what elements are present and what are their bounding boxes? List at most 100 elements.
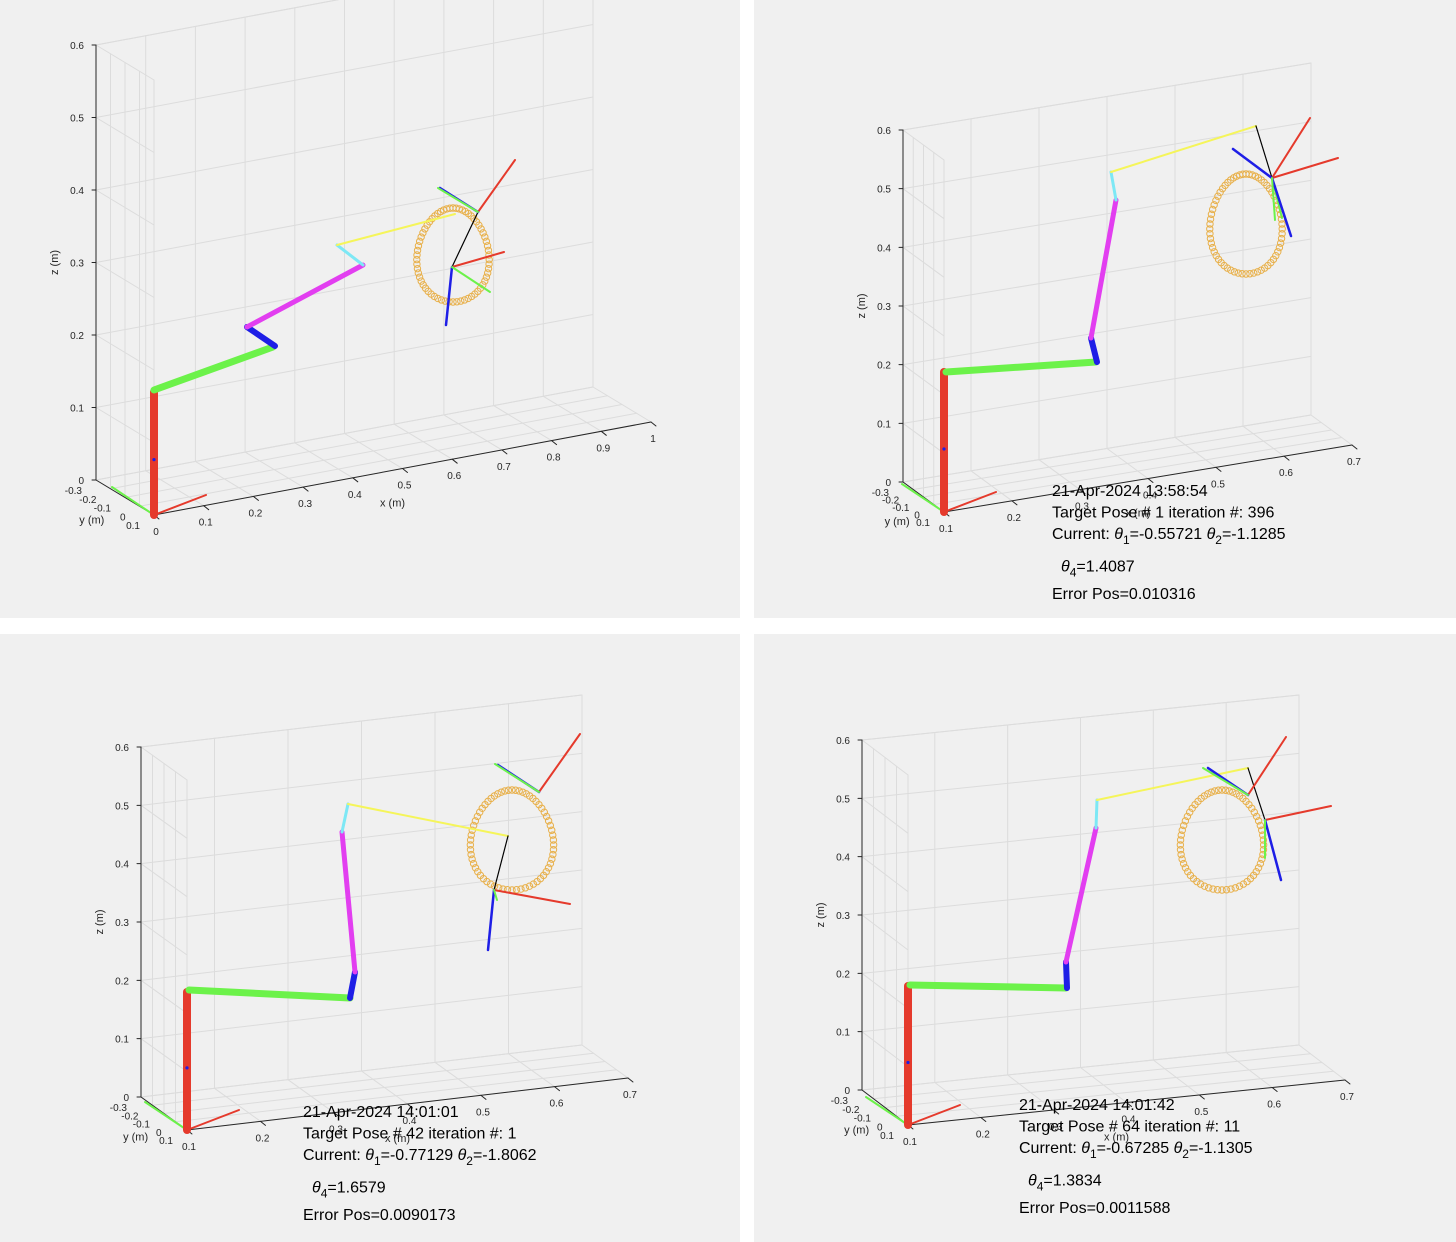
target-point [474,868,482,876]
target-point [1207,210,1216,218]
z-tick-label: 0.5 [70,114,84,125]
x-tick-label: 0.6 [447,471,461,482]
target-point [484,246,493,255]
target-point [466,836,475,844]
annotation-target-pose: Target Pose # 1 iteration #: 396 [1052,505,1274,522]
target-point [1214,192,1222,200]
frame-y-axis [493,889,498,901]
z-tick-label: 0.4 [115,860,129,871]
theta-4-value: =1.3834 [1043,1172,1101,1189]
z-tick-label: 0.6 [70,41,84,52]
theta-1-value: =-0.55721 [1130,526,1203,543]
x-tick-mark [551,440,558,446]
theta-4-symbol: θ [1028,1172,1037,1189]
frame-z-axis [444,265,454,327]
target-point [466,846,475,854]
target-point [1181,864,1190,872]
z-tick-label: 0.6 [877,126,891,137]
target-point [1246,270,1254,278]
x-tick-label: 0.1 [939,524,953,535]
link-wrist [1109,170,1118,202]
y-tick-label: -0.1 [94,504,112,515]
theta-2-subscript: 2 [1182,1147,1189,1161]
target-point [1243,877,1251,886]
x-tick-mark [1283,455,1290,461]
target-point [525,882,534,890]
link-end [1110,125,1257,173]
x-tick-label: 0.3 [1075,502,1089,513]
target-point [1227,885,1235,893]
target-point [1252,812,1261,821]
target-point [1256,821,1265,830]
link-elbow [1063,959,1070,991]
target-point [414,269,423,277]
theta-4-symbol: θ [312,1179,321,1196]
target-point [413,255,421,264]
base-frame-y-axis [901,483,945,513]
frame-x-axis [477,159,516,213]
target-point [1176,836,1185,844]
x-tick-mark [1198,1094,1205,1100]
x-tick-label: 0.7 [1340,1092,1354,1103]
gridline-y-floor [110,395,608,490]
x-tick-mark [1215,466,1222,472]
target-point [1277,234,1286,243]
target-point [519,788,527,796]
gridline-y-floor [95,386,594,481]
target-point [1278,230,1286,238]
x-tick-label: 0.5 [476,1107,490,1118]
x-tick-mark [333,1112,340,1118]
target-point [512,886,521,894]
y-tick-label: -0.3 [872,488,890,499]
link-forearm [339,829,358,975]
target-point [549,846,558,854]
z-tick-label: 0.6 [115,743,129,754]
target-point [1206,234,1215,243]
target-point [1234,269,1242,277]
target-point [486,880,495,888]
z-tick-label: 0.5 [115,801,129,812]
x-tick-mark [650,421,657,427]
target-point [473,812,482,821]
target-point [511,786,520,794]
target-point [1208,243,1217,252]
theta-2-symbol: θ [1169,1140,1182,1157]
target-point [417,233,425,241]
target-point [1178,855,1186,863]
x-tick-label: 0.5 [1211,479,1225,490]
theta-1-subscript: 1 [1123,533,1130,547]
x-tick-mark [302,486,309,492]
y-tick-label: -0.3 [110,1103,128,1114]
y-axis-label: y (m) [844,1125,869,1137]
z-tick-label: 0.1 [70,404,84,415]
z-tick-label: 0.5 [877,185,891,196]
target-point [449,298,457,306]
target-point [453,298,461,306]
box-edge [140,694,583,748]
target-point [1254,817,1263,825]
x-tick-mark [407,1103,413,1109]
gridline-y-floor [175,1069,617,1123]
target-point [413,264,422,273]
plot-panel-3: 0.1 0.2 0.3 0.4 0.5 0.6 0.7 0.1 0 -0.1 -0.2 -0.3 0 0.… [0,634,740,1242]
theta-2-value: =-1.1305 [1189,1140,1253,1157]
joint-marker [942,447,946,451]
target-point [548,826,556,834]
theta-2-subscript: 2 [466,1154,473,1168]
target-point [1250,269,1258,277]
frame-y-axis [494,763,540,793]
target-point [549,841,558,849]
x-tick-label: 0.6 [1279,468,1293,479]
theta-1-subscript: 1 [1090,1147,1097,1161]
z-tick-label: 0.2 [877,361,891,372]
y-tick-label: 0.1 [916,518,930,529]
plot-panel-1: 0 0.1 0.2 0.3 0.4 0.5 0.6 0.7 0.8 0.9 1 0.1 0 -0.1 -0.… [0,0,740,618]
target-point [464,294,472,303]
x-tick-mark [1344,1079,1351,1085]
target-point [1242,270,1250,278]
frame-y-axis [437,187,479,213]
annotation-timestamp: 21-Apr-2024 13:58:54 [1052,483,1208,500]
target-point [1177,831,1185,839]
base-frame-x-axis [943,491,997,513]
target-point [1196,880,1205,888]
